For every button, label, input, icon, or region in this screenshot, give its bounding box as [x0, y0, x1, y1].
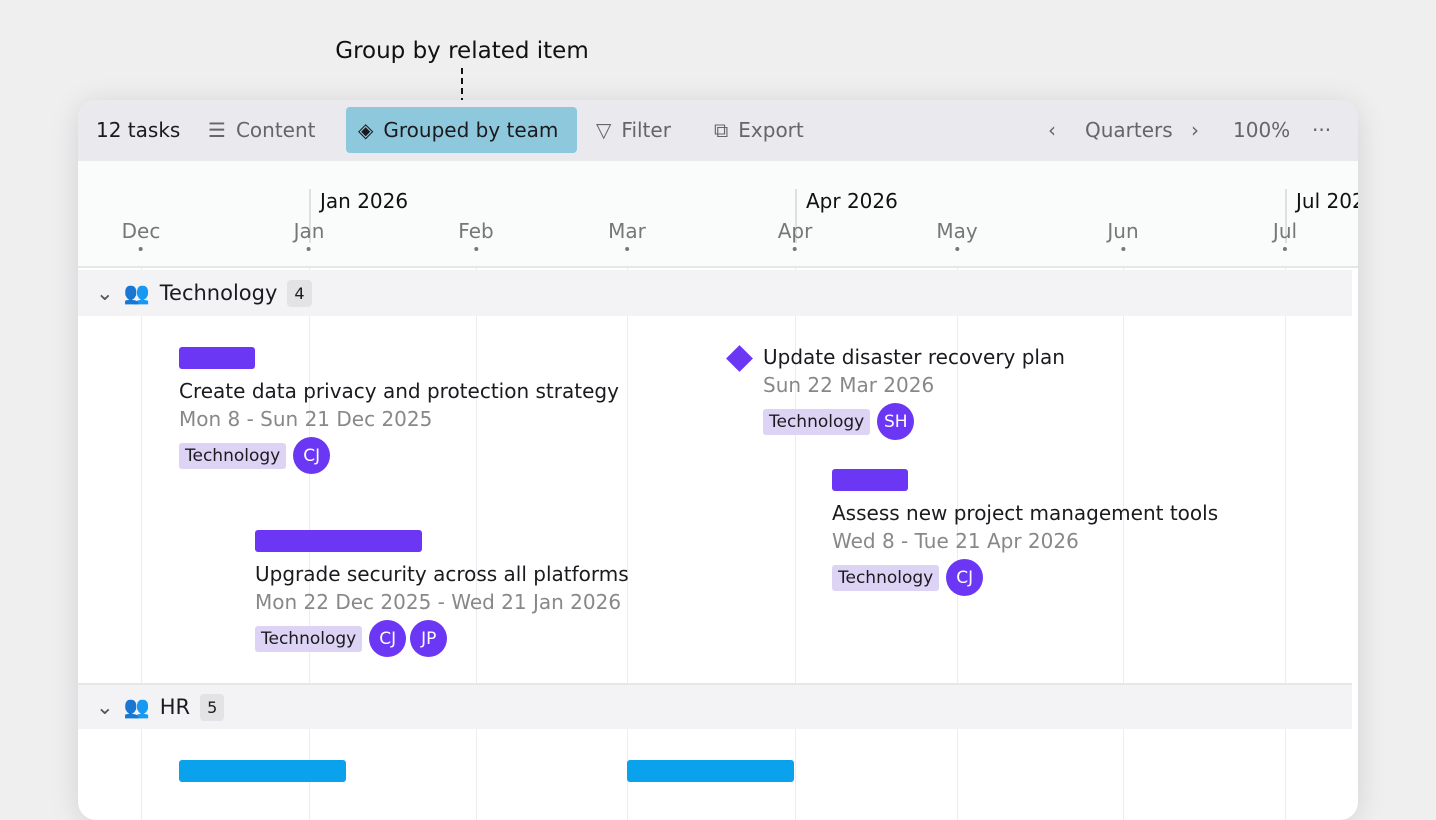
content-label: Content — [235, 118, 316, 142]
month-label: Apr — [778, 219, 812, 251]
team-tag: Technology — [763, 408, 871, 435]
group-by-label: Grouped by team — [383, 118, 559, 142]
gridline — [141, 268, 142, 820]
chevron-left-icon: ‹ — [1048, 118, 1056, 142]
team-tag: Technology — [255, 625, 363, 652]
export-button[interactable]: ⧉ Export — [702, 107, 816, 153]
gridline — [1285, 268, 1286, 820]
team-icon: 👥 — [123, 694, 150, 719]
task-dates: Sun 22 Mar 2026 — [763, 373, 935, 397]
team-tag: Technology — [179, 442, 287, 469]
team-icon: 👥 — [123, 280, 150, 305]
group-name: Technology — [159, 281, 278, 305]
group-header-technology[interactable]: ⌄ 👥 Technology 4 — [78, 270, 1352, 316]
group-header-hr[interactable]: ⌄ 👥 HR 5 — [78, 683, 1352, 729]
task-bar[interactable] — [179, 347, 255, 369]
zoom-level[interactable]: 100% — [1233, 118, 1291, 142]
filter-label: Filter — [621, 118, 671, 142]
month-label: Mar — [608, 219, 646, 251]
list-icon: ☰ — [208, 118, 226, 142]
month-label: Dec — [122, 219, 160, 251]
annotation-pointer — [461, 68, 463, 104]
group-by-button[interactable]: ◈ Grouped by team — [346, 107, 577, 153]
avatar[interactable]: CJ — [369, 620, 407, 657]
task-dates: Mon 8 - Sun 21 Dec 2025 — [179, 407, 433, 431]
task-card[interactable]: Assess new project management tools Wed … — [832, 469, 1218, 596]
group-count: 5 — [200, 693, 225, 721]
month-label: Feb — [458, 219, 494, 251]
gridline — [795, 268, 796, 820]
gridline — [627, 268, 628, 820]
task-title: Create data privacy and protection strat… — [179, 379, 619, 403]
layers-icon: ◈ — [358, 118, 374, 142]
task-count: 12 tasks — [96, 118, 181, 142]
task-title: Assess new project management tools — [832, 501, 1219, 525]
scale-select[interactable]: Quarters — [1085, 118, 1173, 142]
group-name: HR — [159, 695, 191, 719]
gridline — [957, 268, 958, 820]
content-button[interactable]: ☰ Content — [196, 107, 327, 153]
month-label: May — [936, 219, 978, 251]
export-label: Export — [738, 118, 804, 142]
quarter-label: Jan 2026 — [309, 189, 408, 243]
task-dates: Mon 22 Dec 2025 - Wed 21 Jan 2026 — [255, 590, 622, 614]
team-tag: Technology — [832, 564, 940, 591]
task-title: Update disaster recovery plan — [763, 345, 1065, 369]
task-bar[interactable] — [627, 760, 794, 782]
task-card[interactable]: Upgrade security across all platforms Mo… — [255, 530, 629, 657]
toolbar: 12 tasks ☰ Content ◈ Grouped by team ▽ Filt… — [78, 100, 1358, 161]
milestone-card[interactable]: Update disaster recovery plan Sun 22 Mar… — [726, 345, 1065, 440]
task-dates: Wed 8 - Tue 21 Apr 2026 — [832, 529, 1079, 553]
month-label: Jul — [1273, 219, 1297, 251]
task-card[interactable]: Create data privacy and protection strat… — [179, 347, 619, 474]
more-options-button[interactable]: ··· — [1312, 118, 1332, 142]
next-period-button[interactable]: › — [1183, 107, 1207, 153]
gantt-card: 12 tasks ☰ Content ◈ Grouped by team ▽ Filt… — [78, 100, 1358, 820]
annotation-label: Group by related item — [335, 38, 589, 64]
month-label: Jun — [1107, 219, 1139, 251]
timeline-header: Jan 2026 Apr 2026 Jul 2026 Dec Jan Feb M… — [78, 161, 1358, 268]
gridline — [476, 268, 477, 820]
chevron-down-icon[interactable]: ⌄ — [96, 281, 114, 305]
milestone-diamond-icon[interactable] — [726, 345, 753, 372]
task-bar[interactable] — [832, 469, 908, 491]
gridline — [1123, 268, 1124, 820]
export-icon: ⧉ — [714, 118, 729, 142]
task-bar[interactable] — [255, 530, 422, 552]
chevron-down-icon[interactable]: ⌄ — [96, 695, 114, 719]
filter-button[interactable]: ▽ Filter — [584, 107, 683, 153]
month-label: Jan — [294, 219, 324, 251]
task-bar[interactable] — [179, 760, 346, 782]
avatar[interactable]: CJ — [293, 437, 331, 474]
chevron-right-icon: › — [1191, 118, 1199, 142]
prev-period-button[interactable]: ‹ — [1040, 107, 1064, 153]
task-title: Upgrade security across all platforms — [255, 562, 629, 586]
avatar[interactable]: JP — [410, 620, 448, 657]
quarter-label: Jul 2026 — [1285, 189, 1358, 243]
filter-icon: ▽ — [596, 118, 612, 142]
quarter-label: Apr 2026 — [795, 189, 898, 243]
avatar[interactable]: CJ — [946, 559, 984, 596]
avatar[interactable]: SH — [877, 403, 915, 440]
group-count: 4 — [287, 279, 312, 307]
